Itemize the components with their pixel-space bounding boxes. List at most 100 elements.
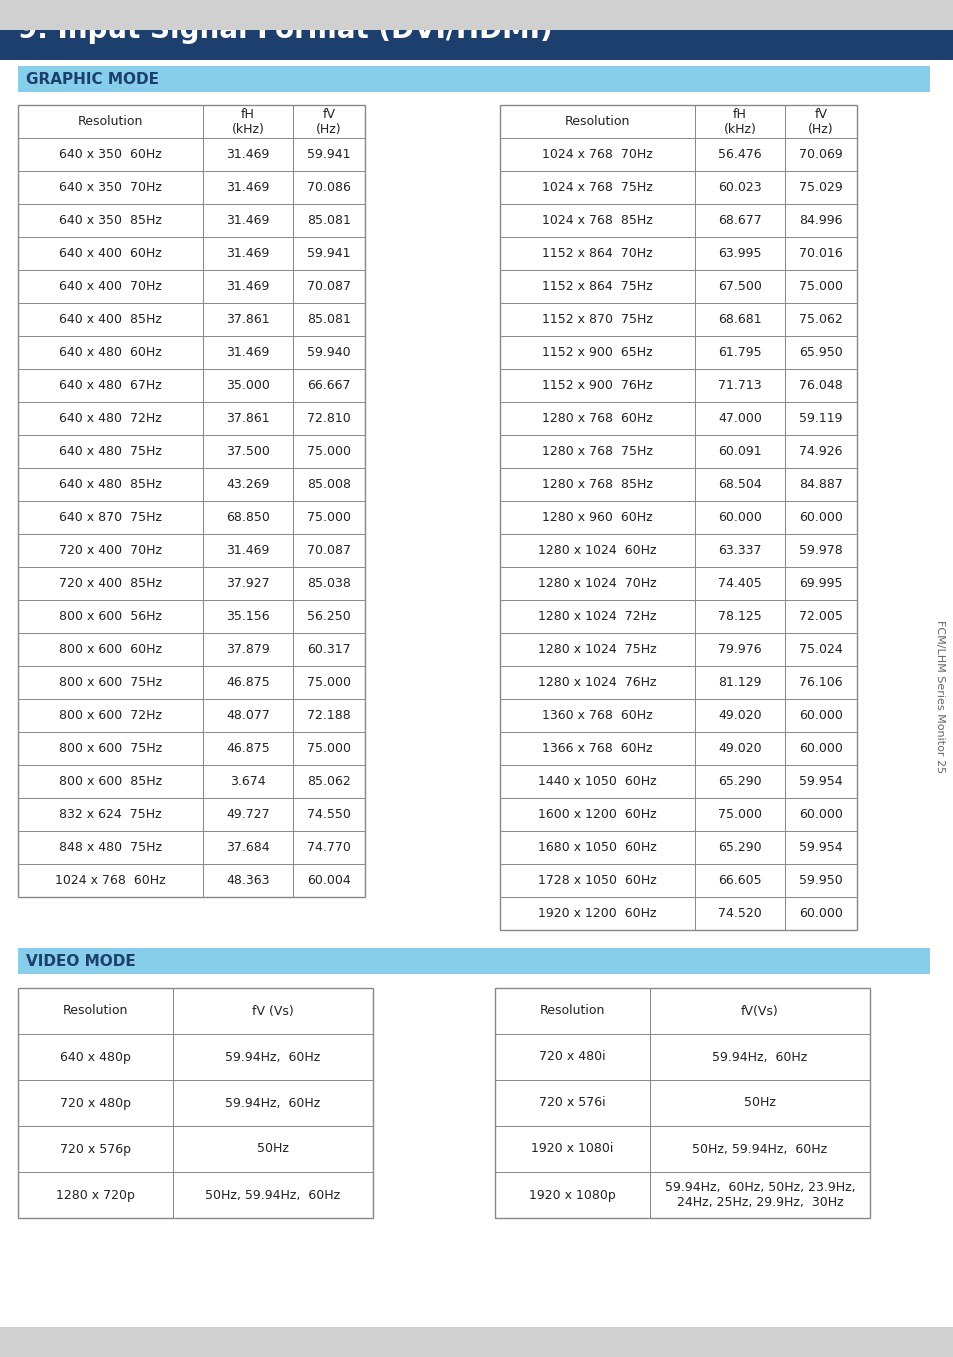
Text: 81.129: 81.129 (718, 676, 760, 689)
Text: 75.000: 75.000 (307, 512, 351, 524)
Text: 1728 x 1050  60Hz: 1728 x 1050 60Hz (537, 874, 657, 887)
Text: 1280 x 768  75Hz: 1280 x 768 75Hz (541, 445, 652, 459)
FancyBboxPatch shape (18, 949, 929, 974)
Text: 1024 x 768  85Hz: 1024 x 768 85Hz (541, 214, 652, 227)
Text: 72.810: 72.810 (307, 413, 351, 425)
Text: 71.713: 71.713 (718, 379, 761, 392)
Text: 1024 x 768  75Hz: 1024 x 768 75Hz (541, 180, 652, 194)
Text: 59.940: 59.940 (307, 346, 351, 360)
Text: 1366 x 768  60Hz: 1366 x 768 60Hz (541, 742, 652, 754)
Text: 800 x 600  56Hz: 800 x 600 56Hz (59, 611, 162, 623)
Text: 640 x 870  75Hz: 640 x 870 75Hz (59, 512, 162, 524)
Text: 640 x 350  70Hz: 640 x 350 70Hz (59, 180, 162, 194)
Text: VIDEO MODE: VIDEO MODE (26, 954, 135, 969)
Text: 35.000: 35.000 (226, 379, 270, 392)
Text: 1920 x 1080p: 1920 x 1080p (529, 1189, 616, 1201)
Text: 70.016: 70.016 (799, 247, 842, 261)
Text: fV (Vs): fV (Vs) (252, 1004, 294, 1018)
Text: 68.504: 68.504 (718, 478, 761, 491)
Text: Resolution: Resolution (63, 1004, 128, 1018)
Text: 59.954: 59.954 (799, 841, 841, 854)
Text: 720 x 400  70Hz: 720 x 400 70Hz (59, 544, 162, 556)
FancyBboxPatch shape (18, 66, 929, 92)
Text: 1280 x 1024  60Hz: 1280 x 1024 60Hz (537, 544, 656, 556)
Text: 1280 x 768  85Hz: 1280 x 768 85Hz (541, 478, 652, 491)
Text: 85.062: 85.062 (307, 775, 351, 788)
Text: 75.000: 75.000 (307, 742, 351, 754)
Text: 1280 x 1024  72Hz: 1280 x 1024 72Hz (537, 611, 656, 623)
FancyBboxPatch shape (0, 1327, 953, 1357)
Text: 37.861: 37.861 (226, 413, 270, 425)
Text: 79.976: 79.976 (718, 643, 761, 655)
Text: 1152 x 864  75Hz: 1152 x 864 75Hz (541, 280, 652, 293)
Text: Resolution: Resolution (78, 115, 143, 128)
Text: 59.950: 59.950 (799, 874, 842, 887)
Text: 61.795: 61.795 (718, 346, 761, 360)
Text: 800 x 600  75Hz: 800 x 600 75Hz (59, 742, 162, 754)
Text: 31.469: 31.469 (226, 214, 270, 227)
Text: 60.000: 60.000 (799, 512, 842, 524)
Text: 3.674: 3.674 (230, 775, 266, 788)
Text: 85.081: 85.081 (307, 313, 351, 326)
Text: 67.500: 67.500 (718, 280, 761, 293)
Text: 31.469: 31.469 (226, 544, 270, 556)
Text: 59.954: 59.954 (799, 775, 841, 788)
Text: 72.005: 72.005 (799, 611, 842, 623)
Text: 9. Input Signal Format (DVI/HDMI): 9. Input Signal Format (DVI/HDMI) (18, 16, 552, 43)
Text: 1360 x 768  60Hz: 1360 x 768 60Hz (541, 708, 652, 722)
Text: 76.106: 76.106 (799, 676, 841, 689)
Text: 50Hz, 59.94Hz,  60Hz: 50Hz, 59.94Hz, 60Hz (205, 1189, 340, 1201)
Text: 1600 x 1200  60Hz: 1600 x 1200 60Hz (537, 807, 656, 821)
Text: 50Hz: 50Hz (743, 1096, 775, 1110)
Text: 1920 x 1200  60Hz: 1920 x 1200 60Hz (537, 906, 656, 920)
Text: 47.000: 47.000 (718, 413, 761, 425)
Text: fV(Vs): fV(Vs) (740, 1004, 778, 1018)
Text: 50Hz: 50Hz (256, 1143, 289, 1156)
Text: 640 x 480  72Hz: 640 x 480 72Hz (59, 413, 162, 425)
Text: 37.879: 37.879 (226, 643, 270, 655)
Text: 640 x 480  60Hz: 640 x 480 60Hz (59, 346, 162, 360)
Text: 848 x 480  75Hz: 848 x 480 75Hz (59, 841, 162, 854)
Text: 832 x 624  75Hz: 832 x 624 75Hz (59, 807, 162, 821)
Text: 75.000: 75.000 (307, 676, 351, 689)
Text: 59.94Hz,  60Hz: 59.94Hz, 60Hz (225, 1050, 320, 1064)
Text: 65.290: 65.290 (718, 841, 761, 854)
Text: 1920 x 1080i: 1920 x 1080i (531, 1143, 613, 1156)
Text: 48.077: 48.077 (226, 708, 270, 722)
Text: Resolution: Resolution (564, 115, 630, 128)
Text: 50Hz, 59.94Hz,  60Hz: 50Hz, 59.94Hz, 60Hz (692, 1143, 826, 1156)
Text: 60.091: 60.091 (718, 445, 761, 459)
Text: 85.038: 85.038 (307, 577, 351, 590)
Text: 37.684: 37.684 (226, 841, 270, 854)
Text: 66.667: 66.667 (307, 379, 351, 392)
Text: 720 x 400  85Hz: 720 x 400 85Hz (59, 577, 162, 590)
Text: 60.000: 60.000 (718, 512, 761, 524)
FancyBboxPatch shape (18, 988, 373, 1219)
Text: 35.156: 35.156 (226, 611, 270, 623)
Text: 640 x 350  60Hz: 640 x 350 60Hz (59, 148, 162, 161)
Text: 60.023: 60.023 (718, 180, 761, 194)
Text: 1152 x 900  76Hz: 1152 x 900 76Hz (541, 379, 652, 392)
Text: 640 x 480  85Hz: 640 x 480 85Hz (59, 478, 162, 491)
Text: 75.024: 75.024 (799, 643, 842, 655)
Text: 70.069: 70.069 (799, 148, 842, 161)
Text: 37.927: 37.927 (226, 577, 270, 590)
Text: 49.020: 49.020 (718, 742, 761, 754)
Text: fH
(kHz): fH (kHz) (232, 107, 264, 136)
Text: 31.469: 31.469 (226, 148, 270, 161)
Text: 640 x 480  75Hz: 640 x 480 75Hz (59, 445, 162, 459)
Text: 74.520: 74.520 (718, 906, 761, 920)
Text: 640 x 400  85Hz: 640 x 400 85Hz (59, 313, 162, 326)
Text: 74.550: 74.550 (307, 807, 351, 821)
Text: 74.926: 74.926 (799, 445, 841, 459)
Text: 60.004: 60.004 (307, 874, 351, 887)
Text: GRAPHIC MODE: GRAPHIC MODE (26, 72, 159, 87)
Text: 78.125: 78.125 (718, 611, 761, 623)
Text: 800 x 600  85Hz: 800 x 600 85Hz (59, 775, 162, 788)
Text: 49.020: 49.020 (718, 708, 761, 722)
Text: 59.978: 59.978 (799, 544, 842, 556)
Text: 76.048: 76.048 (799, 379, 842, 392)
Text: 60.000: 60.000 (799, 708, 842, 722)
Text: 1280 x 1024  70Hz: 1280 x 1024 70Hz (537, 577, 656, 590)
FancyBboxPatch shape (0, 0, 953, 60)
